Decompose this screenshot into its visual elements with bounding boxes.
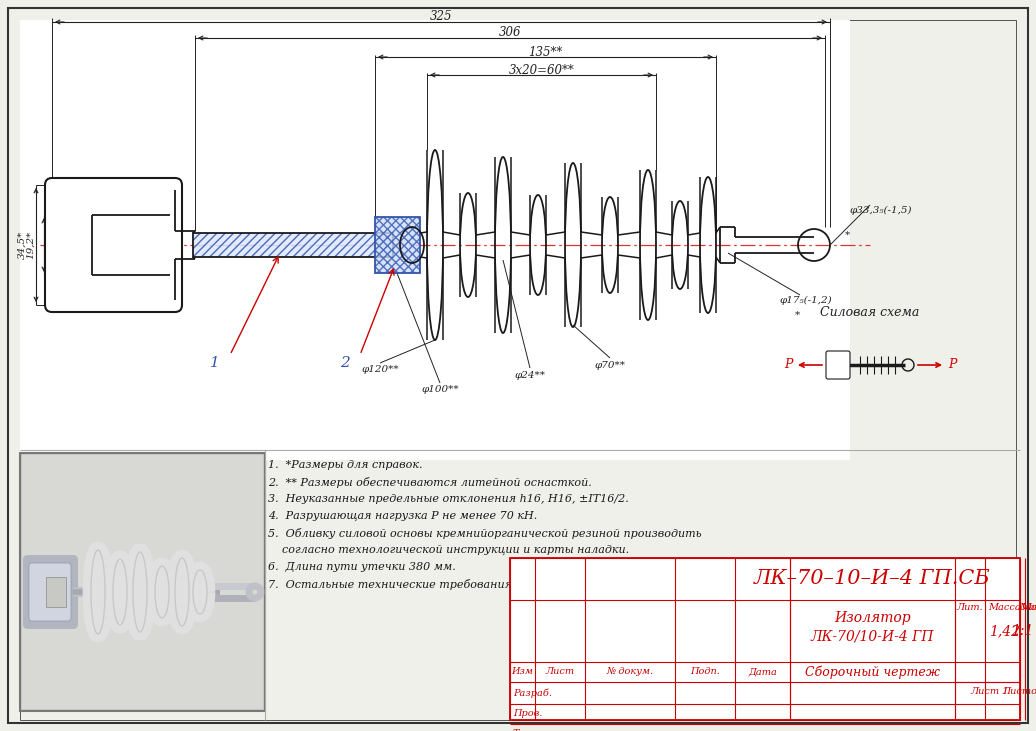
Bar xyxy=(20,453,265,711)
Bar xyxy=(510,558,1020,720)
Text: Масштаб: Масштаб xyxy=(1021,604,1036,613)
Text: Подп.: Подп. xyxy=(690,667,720,676)
Text: 325: 325 xyxy=(430,10,453,23)
Text: Изолятор: Изолятор xyxy=(834,611,911,625)
Text: 19,2*: 19,2* xyxy=(26,231,34,260)
Text: Сборочный чертеж: Сборочный чертеж xyxy=(805,665,940,679)
Text: Масштаб: Масштаб xyxy=(1019,604,1036,613)
Bar xyxy=(375,217,420,273)
Text: 1: 1 xyxy=(210,356,220,370)
Text: φ100**: φ100** xyxy=(422,385,459,395)
Text: 4.  Разрушающая нагрузка P не менее 70 кН.: 4. Разрушающая нагрузка P не менее 70 кН… xyxy=(268,511,538,521)
Text: Пров.: Пров. xyxy=(513,710,543,719)
Text: 34,5*: 34,5* xyxy=(18,231,27,260)
Text: ЛК–70–10–И–4 ГП.СБ: ЛК–70–10–И–4 ГП.СБ xyxy=(754,569,990,588)
Text: № докум.: № докум. xyxy=(606,667,654,676)
Text: φ33,3₅(-1,5): φ33,3₅(-1,5) xyxy=(850,205,913,215)
Text: 5.  Обливку силовой основы кремнийорганической резиной производить: 5. Обливку силовой основы кремнийорганич… xyxy=(268,528,701,539)
Text: 3.  Неуказанные предельные отклонения h16, H16, ±IT16/2.: 3. Неуказанные предельные отклонения h16… xyxy=(268,494,629,504)
Text: 1.  *Размеры для справок.: 1. *Размеры для справок. xyxy=(268,460,423,470)
Text: P: P xyxy=(948,358,956,371)
Text: 2: 2 xyxy=(340,356,350,370)
Text: Разраб.: Разраб. xyxy=(513,689,552,698)
Text: согласно технологической инструкции и карты наладки.: согласно технологической инструкции и ка… xyxy=(268,545,629,555)
Text: 2.  ** Размеры обеспечиваются литейной оснасткой.: 2. ** Размеры обеспечиваются литейной ос… xyxy=(268,477,592,488)
Bar xyxy=(46,577,66,607)
Text: P: P xyxy=(784,358,793,371)
Text: φ17₅(-1,2): φ17₅(-1,2) xyxy=(780,295,833,305)
FancyBboxPatch shape xyxy=(826,351,850,379)
Text: ЛК-70/10-И-4 ГП: ЛК-70/10-И-4 ГП xyxy=(811,629,934,643)
Bar xyxy=(22,455,263,709)
FancyBboxPatch shape xyxy=(45,178,182,312)
FancyBboxPatch shape xyxy=(29,563,71,621)
Text: Масса: Масса xyxy=(988,604,1021,613)
Bar xyxy=(20,20,850,460)
Text: Лист: Лист xyxy=(545,667,575,676)
Text: 306: 306 xyxy=(498,26,521,39)
Text: 7.  Остальные технические требования по ГОСТ Р 28856–2009.: 7. Остальные технические требования по Г… xyxy=(268,579,653,590)
Text: Силовая схема: Силовая схема xyxy=(821,306,920,319)
Text: 1:1: 1:1 xyxy=(1011,624,1034,638)
Text: φ120**: φ120** xyxy=(362,366,399,374)
Text: Дата: Дата xyxy=(748,667,777,676)
Text: Лит.: Лит. xyxy=(956,604,983,613)
Bar xyxy=(375,217,420,273)
Text: 6.  Длина пути утечки 380 мм.: 6. Длина пути утечки 380 мм. xyxy=(268,562,456,572)
Bar xyxy=(193,233,393,257)
Bar xyxy=(193,233,393,257)
Text: φ24**: φ24** xyxy=(515,371,546,379)
FancyBboxPatch shape xyxy=(23,555,78,629)
Text: Т.контр.: Т.контр. xyxy=(513,730,559,731)
Text: Лист 1: Лист 1 xyxy=(971,687,1009,697)
Text: 1,42: 1,42 xyxy=(989,624,1020,638)
Text: *: * xyxy=(795,311,800,319)
Text: 135**: 135** xyxy=(528,45,563,58)
Text: Листов: Листов xyxy=(1002,687,1036,697)
Bar xyxy=(92,215,170,275)
Text: Изм: Изм xyxy=(512,667,534,676)
Text: *: * xyxy=(845,230,851,240)
Text: 3x20=60**: 3x20=60** xyxy=(509,64,574,77)
Text: φ70**: φ70** xyxy=(595,360,626,369)
